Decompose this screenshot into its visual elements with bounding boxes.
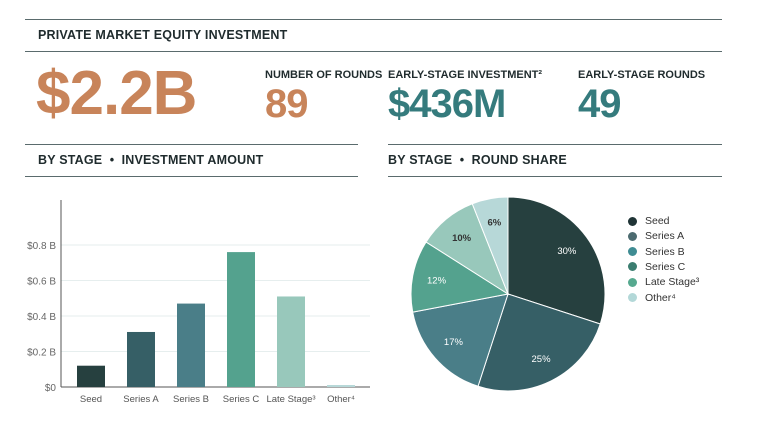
legend-item: Series B (628, 246, 685, 258)
pie-label: 30% (557, 246, 577, 257)
legend-swatch (628, 277, 637, 287)
rounds-label: NUMBER OF ROUNDS (265, 69, 383, 81)
y-tick-label: $0 (45, 383, 57, 394)
bar-2 (177, 303, 205, 387)
rounds-value: 89 (265, 82, 308, 126)
legend-label: Seed (645, 215, 670, 227)
pie-label: 17% (444, 337, 464, 348)
legend-label: Late Stage³ (645, 276, 700, 289)
early-rounds-value: 49 (578, 82, 621, 126)
pie-slice-2 (412, 293, 509, 387)
legend-swatch (628, 216, 637, 226)
bar-0 (77, 365, 105, 387)
pie-section-rule (388, 144, 722, 145)
pie-label: 25% (532, 354, 552, 365)
legend-swatch (628, 293, 637, 302)
legend-swatch (628, 231, 637, 241)
bar-chart-title: BY STAGE • INVESTMENT AMOUNT (38, 153, 264, 167)
pie-slice-1 (477, 293, 601, 392)
pie-slice-0 (507, 196, 606, 325)
legend-label: Series C (645, 260, 686, 273)
total-investment-value: $2.2B (36, 59, 197, 128)
pie-label: 10% (452, 233, 472, 244)
legend-swatch (628, 247, 637, 257)
legend-label: Series B (645, 245, 685, 258)
pie-label: 6% (488, 218, 502, 229)
early-investment-value: $436M (388, 82, 506, 126)
page-title: PRIVATE MARKET EQUITY INVESTMENT (38, 28, 288, 42)
y-tick-label: $0.6 B (27, 277, 56, 288)
legend-swatch (628, 262, 637, 272)
legend-item: Other⁴ (628, 292, 676, 304)
pie-title-rule (388, 176, 722, 177)
pie-slice-3 (410, 241, 510, 313)
bar-3 (227, 252, 255, 387)
y-tick-label: $0.4 B (27, 312, 56, 323)
bar-title-rule (25, 176, 358, 177)
legend-item: Series C (628, 261, 685, 273)
top-rule (25, 19, 722, 20)
x-tick-label: Other⁴ (327, 394, 355, 405)
legend-item: Series A (628, 230, 684, 242)
x-tick-label: Late Stage³ (266, 394, 315, 405)
x-tick-label: Series C (223, 394, 260, 405)
early-rounds-label: EARLY-STAGE ROUNDS (578, 69, 706, 81)
pie-slice-5 (471, 196, 509, 295)
y-tick-label: $0.8 B (27, 241, 56, 252)
bar-4 (277, 296, 305, 387)
legend-label: Series A (645, 230, 685, 243)
bar-section-rule (25, 144, 358, 145)
bar-5 (327, 385, 355, 387)
legend-item: Late Stage³ (628, 276, 699, 288)
pie-chart-title: BY STAGE • ROUND SHARE (388, 153, 567, 167)
legend-item: Seed (628, 215, 670, 227)
pie-label: 12% (427, 275, 447, 286)
legend-label: Other⁴ (645, 291, 676, 304)
x-tick-label: Seed (80, 394, 102, 405)
x-tick-label: Series B (173, 394, 209, 405)
title-rule (25, 51, 722, 52)
y-tick-label: $0.2 B (27, 348, 56, 359)
early-investment-label: EARLY-STAGE INVESTMENT² (388, 69, 543, 81)
bar-1 (127, 331, 155, 387)
x-tick-label: Series A (123, 394, 159, 405)
